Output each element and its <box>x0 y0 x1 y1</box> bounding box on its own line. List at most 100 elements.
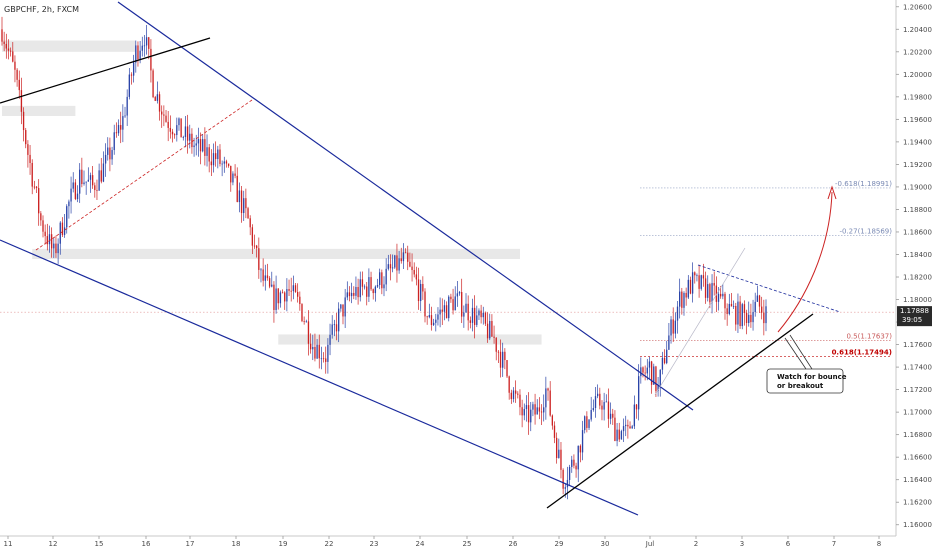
candle-body <box>519 394 521 408</box>
candle-body <box>31 162 33 187</box>
candle-body <box>104 154 107 164</box>
candle-body <box>631 426 633 429</box>
candle-body <box>748 314 750 323</box>
candle-body <box>316 344 318 359</box>
candle-body <box>141 45 143 51</box>
candle-body <box>214 153 217 160</box>
candle-body <box>322 358 325 360</box>
candle-body <box>219 149 221 164</box>
candle-body <box>145 37 148 46</box>
candle-body <box>44 231 46 237</box>
candle-body <box>120 125 122 130</box>
candle-body <box>279 292 282 304</box>
candle-body <box>331 324 333 335</box>
y-tick-label: 1.20600 <box>903 3 932 11</box>
candle-body <box>167 121 169 128</box>
candle-body <box>482 312 484 318</box>
candle-body <box>143 45 146 47</box>
projection-curve <box>777 191 833 333</box>
candle-body <box>247 208 249 219</box>
candle-body <box>212 153 215 166</box>
candle-body <box>566 479 569 488</box>
candle-body <box>417 279 420 302</box>
candle-body <box>83 182 85 185</box>
candle-body <box>16 69 18 80</box>
candle-body <box>612 413 614 418</box>
x-tick-label: 2 <box>694 540 698 548</box>
candle-body <box>404 252 407 254</box>
candle-body <box>284 292 286 302</box>
trend-drawings <box>0 1 841 516</box>
y-tick-label: 1.19400 <box>903 138 932 146</box>
y-tick-label: 1.19800 <box>903 93 932 101</box>
candle-body <box>726 308 728 315</box>
candle-body <box>210 161 213 166</box>
candle-body <box>502 351 504 368</box>
candle-body <box>389 264 392 269</box>
candle-body <box>139 50 141 60</box>
candle-body <box>148 37 150 49</box>
candle-body <box>564 487 566 489</box>
y-tick-label: 1.17400 <box>903 364 932 372</box>
candle-body <box>666 349 668 364</box>
candle-body <box>135 45 137 63</box>
candle-body <box>687 279 689 298</box>
x-tick-label: 29 <box>555 540 564 548</box>
candle-body <box>458 292 461 294</box>
candle-body <box>679 291 681 307</box>
candle-body <box>504 351 506 361</box>
candle-body <box>517 393 519 395</box>
x-tick-label: 12 <box>49 540 58 548</box>
y-tick-label: 1.16800 <box>903 431 932 439</box>
candle-body <box>40 213 42 221</box>
y-tick-label: 1.18800 <box>903 206 932 214</box>
candle-body <box>445 305 448 319</box>
countdown-label: 39:05 <box>902 316 922 324</box>
candle-body <box>281 292 284 294</box>
candle-body <box>1 29 3 42</box>
candle-body <box>94 185 96 191</box>
x-axis-ticks[interactable]: 11 12 15 16 17 18 19 22 23 24 25 26 29 30 Jul 2 3 6 7 8 <box>4 536 882 548</box>
fib-label-neg-0618: -0.618(1.18991) <box>835 180 892 188</box>
candle-body <box>372 289 374 294</box>
candle-body <box>76 193 79 200</box>
candle-body <box>432 322 435 325</box>
candle-body <box>292 285 295 292</box>
candle-body <box>672 319 674 334</box>
candle-body <box>178 118 180 126</box>
candle-body <box>57 243 59 254</box>
candle-body <box>461 292 463 317</box>
candle-body <box>562 469 564 489</box>
candle-body <box>592 407 595 411</box>
candle-body <box>221 163 223 165</box>
candle-body <box>202 139 204 152</box>
candle-body <box>443 305 446 312</box>
candle-body <box>87 179 89 182</box>
candle-body <box>681 291 683 308</box>
candle-body <box>532 404 534 410</box>
candle-body <box>588 419 590 428</box>
candle-body <box>197 139 200 144</box>
candle-body <box>55 243 57 254</box>
candle-body <box>663 357 666 364</box>
y-tick-label: 1.20400 <box>903 26 932 34</box>
candle-body <box>12 51 14 62</box>
candle-body <box>230 165 232 183</box>
candle-body <box>473 307 476 325</box>
candle-body <box>543 407 545 413</box>
candle-body <box>722 293 724 297</box>
x-tick-label: 16 <box>142 540 151 548</box>
candle-body <box>707 284 709 298</box>
candle-body <box>430 315 433 325</box>
x-tick-label: 8 <box>877 540 881 548</box>
x-tick-label: 7 <box>832 540 836 548</box>
candle-body <box>400 258 402 262</box>
candle-body <box>732 305 735 307</box>
candle-body <box>251 227 254 246</box>
candle-body <box>545 388 547 408</box>
candle-body <box>420 283 422 302</box>
candle-body <box>480 310 482 318</box>
candle-body <box>109 147 111 160</box>
